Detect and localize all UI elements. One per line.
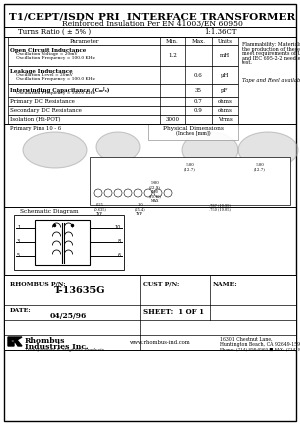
Text: T-13635G: T-13635G	[54, 286, 106, 295]
Ellipse shape	[182, 132, 238, 168]
Text: .400
(10.16)
MAX: .400 (10.16) MAX	[148, 190, 161, 203]
Circle shape	[154, 189, 162, 197]
Text: 0.9: 0.9	[194, 108, 203, 113]
Text: Leakage Inductance: Leakage Inductance	[10, 68, 73, 74]
Text: 04/25/96: 04/25/96	[50, 312, 87, 320]
Circle shape	[94, 189, 102, 197]
Text: 16301 Chestnut Lane,: 16301 Chestnut Lane,	[220, 337, 273, 342]
Polygon shape	[8, 337, 22, 346]
Text: 5: 5	[17, 253, 20, 258]
Text: Huntington Beach, CA 92649-1595: Huntington Beach, CA 92649-1595	[220, 342, 300, 347]
Bar	[14, 215, 124, 270]
Text: 3000: 3000	[166, 117, 179, 122]
Text: T1/CEPT/ISDN PRI  INTERFACE TRANSFORMER: T1/CEPT/ISDN PRI INTERFACE TRANSFORMER	[9, 12, 295, 21]
Text: 35: 35	[195, 88, 202, 93]
Ellipse shape	[96, 132, 140, 162]
Text: 1.0
(25.4)
TYP: 1.0 (25.4) TYP	[135, 203, 145, 216]
Text: 3: 3	[17, 239, 20, 244]
Text: test.: test.	[242, 60, 253, 65]
Text: Primary DC Resistance: Primary DC Resistance	[10, 99, 75, 104]
Bar	[4, 275, 296, 350]
Text: Interwinding Capacitance (Cₘᴶₛ): Interwinding Capacitance (Cₘᴶₛ)	[10, 87, 110, 93]
Text: 1: 1	[17, 225, 20, 230]
Text: .500
(12.7): .500 (12.7)	[254, 163, 266, 172]
Circle shape	[124, 189, 132, 197]
Text: CUST P/N:: CUST P/N:	[143, 282, 179, 287]
Text: ohms: ohms	[218, 99, 232, 104]
Bar	[35, 220, 90, 265]
Text: 0.7: 0.7	[194, 99, 203, 104]
Bar	[8, 66, 238, 84]
Bar	[8, 37, 238, 45]
Text: Isolation (Hi-POT): Isolation (Hi-POT)	[10, 117, 61, 122]
Text: Phone: (714) 898-0960 ■ FAX: (714) 898-0871: Phone: (714) 898-0960 ■ FAX: (714) 898-0…	[220, 347, 300, 351]
Circle shape	[104, 189, 112, 197]
Text: Turns Ratio ( ± 5% ): Turns Ratio ( ± 5% )	[18, 28, 91, 36]
Text: SHEET:  1 OF 1: SHEET: 1 OF 1	[143, 308, 204, 316]
Text: (Inches [mm]): (Inches [mm])	[176, 131, 210, 136]
Text: www.rhombus-ind.com: www.rhombus-ind.com	[130, 340, 190, 345]
Bar	[148, 124, 238, 140]
Text: mH: mH	[220, 53, 230, 58]
Text: NAME:: NAME:	[213, 282, 238, 287]
Text: DATE:: DATE:	[10, 308, 32, 313]
Text: 1:1.36CT: 1:1.36CT	[204, 28, 236, 36]
Circle shape	[114, 189, 122, 197]
Text: Secondary DC Resistance: Secondary DC Resistance	[10, 108, 82, 113]
Bar	[8, 45, 238, 66]
Circle shape	[164, 189, 172, 197]
Text: Oscillation Frequency = 100.0 KHz: Oscillation Frequency = 100.0 KHz	[12, 76, 95, 80]
Text: Physical Dimensions: Physical Dimensions	[163, 126, 224, 131]
Text: Oscillation Level = 20mV: Oscillation Level = 20mV	[12, 73, 73, 76]
Text: Min.: Min.	[166, 39, 179, 43]
Text: .787 (19.99)
.750 (19.05): .787 (19.99) .750 (19.05)	[209, 203, 231, 212]
Text: Oscillation Voltage = 20mV: Oscillation Voltage = 20mV	[12, 51, 77, 56]
Text: 8: 8	[118, 239, 121, 244]
Bar	[8, 84, 238, 97]
Text: Primary Pins 10 - 6: Primary Pins 10 - 6	[10, 126, 61, 131]
Text: 1.2: 1.2	[168, 53, 177, 58]
Text: Max.: Max.	[191, 39, 206, 43]
Text: Tape and Reel available.: Tape and Reel available.	[242, 78, 300, 83]
Text: .025
(0.635)
TYP: .025 (0.635) TYP	[94, 203, 106, 216]
Text: and IEC 695-2-2 needle flame: and IEC 695-2-2 needle flame	[242, 56, 300, 60]
Text: 6: 6	[118, 253, 121, 258]
Text: Flammability: Materials used in: Flammability: Materials used in	[242, 42, 300, 47]
Text: Open Circuit Inductance: Open Circuit Inductance	[10, 48, 86, 53]
Text: 10: 10	[115, 225, 121, 230]
Text: Transformers & Magnetic Products: Transformers & Magnetic Products	[25, 348, 104, 352]
Text: μH: μH	[221, 73, 229, 77]
Circle shape	[134, 189, 142, 197]
Text: Rhombus: Rhombus	[25, 337, 65, 345]
Ellipse shape	[23, 132, 87, 168]
Ellipse shape	[238, 132, 298, 168]
Bar	[90, 157, 290, 205]
Text: Oscillation Frequency = 100.0 KHz: Oscillation Frequency = 100.0 KHz	[12, 91, 95, 94]
Text: 0.6: 0.6	[194, 73, 203, 77]
Bar	[8, 115, 238, 124]
Text: Oscillation Frequency = 100.0 KHz: Oscillation Frequency = 100.0 KHz	[12, 56, 95, 60]
Text: Units: Units	[218, 39, 232, 43]
Text: .500
(12.7): .500 (12.7)	[184, 163, 196, 172]
Bar	[8, 106, 238, 115]
Text: Vrms: Vrms	[218, 117, 232, 122]
Text: RHOMBUS P/N:: RHOMBUS P/N:	[10, 282, 65, 287]
Text: .900
(22.9): .900 (22.9)	[149, 181, 161, 190]
Text: Reinforced Insulation Per EN 41003/EN 60950: Reinforced Insulation Per EN 41003/EN 60…	[61, 20, 242, 28]
Text: Industries Inc.: Industries Inc.	[25, 343, 88, 351]
Text: Schematic Diagram: Schematic Diagram	[20, 209, 79, 214]
Bar	[8, 97, 238, 106]
Circle shape	[144, 189, 152, 197]
Text: the production of these units: the production of these units	[242, 46, 300, 51]
Text: Parameter: Parameter	[69, 39, 99, 43]
Text: ohms: ohms	[218, 108, 232, 113]
Text: meet requirements of UL94-VO: meet requirements of UL94-VO	[242, 51, 300, 56]
Text: pF: pF	[221, 88, 229, 93]
